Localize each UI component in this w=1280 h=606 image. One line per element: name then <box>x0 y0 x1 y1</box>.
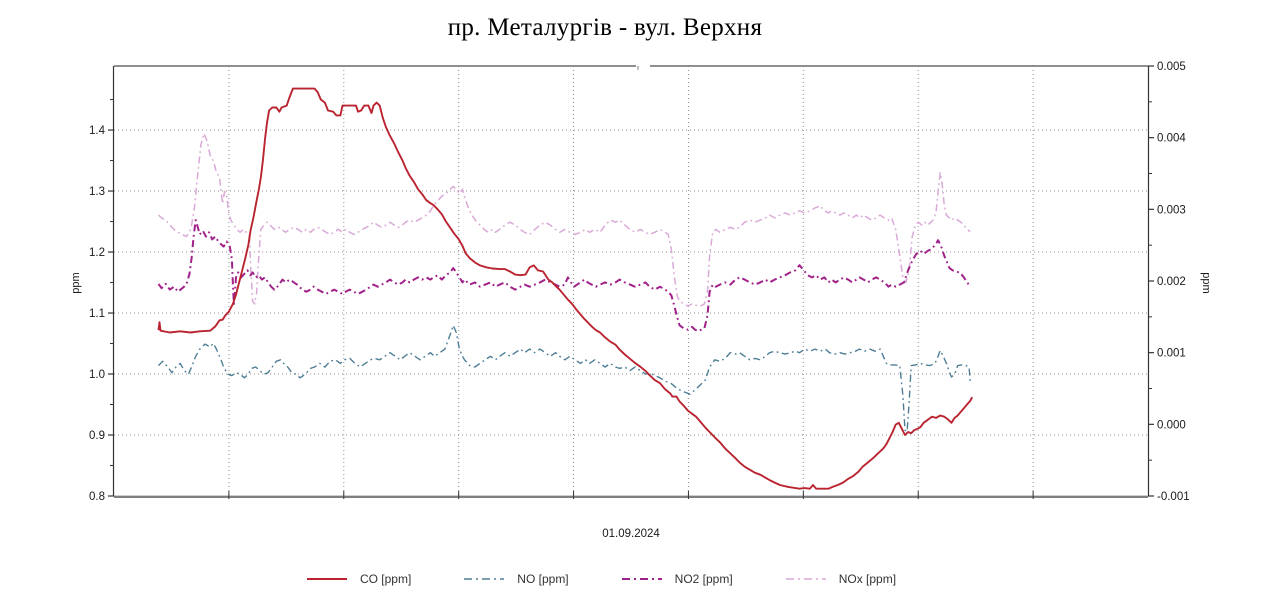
legend-label-no: NO [ppm] <box>517 572 569 586</box>
series-line-no2 <box>157 219 971 333</box>
legend-item-co: CO [ppm] <box>306 572 411 586</box>
legend-label-nox: NOx [ppm] <box>838 572 897 586</box>
legend-swatch-co-line <box>306 578 347 580</box>
legend-item-nox: NOx [ppm] <box>785 572 896 586</box>
page-title: пр. Металургів - вул. Верхня <box>447 14 763 41</box>
right-tick-label: 0.001 <box>1157 348 1186 360</box>
right-tick-label: -0.001 <box>1157 491 1190 503</box>
left-axis-title: ppm <box>70 272 82 293</box>
right-tick-label: 0.005 <box>1157 61 1186 73</box>
left-tick-label: 1.3 <box>89 186 105 198</box>
left-tick-label: 1.0 <box>89 369 105 381</box>
left-tick-label: 0.9 <box>89 430 105 442</box>
right-tick-label: 0.004 <box>1157 133 1186 145</box>
right-tick-label: 0.002 <box>1157 276 1186 288</box>
left-tick-label: 1.1 <box>89 308 105 320</box>
legend-label-co: CO [ppm] <box>359 572 412 586</box>
legend-label-no2: NO2 [ppm] <box>674 572 733 586</box>
right-axis-title: ppm <box>1200 272 1212 293</box>
right-tick-label: 0.000 <box>1157 419 1186 431</box>
x-axis-date-label: 01.09.2024 <box>602 528 660 540</box>
left-tick-label: 1.4 <box>89 125 106 137</box>
series-line-no <box>157 324 971 433</box>
left-tick-label: 1.2 <box>89 247 105 259</box>
series-line-co <box>157 87 974 490</box>
left-tick-label: 0.8 <box>89 491 105 503</box>
series-line-nox <box>157 132 971 307</box>
right-tick-label: 0.003 <box>1157 204 1186 216</box>
legend-swatch-no2-line <box>621 578 662 580</box>
legend-swatch-no-line <box>464 578 505 580</box>
legend-item-no: NO [ppm] <box>463 572 569 586</box>
legend: CO [ppm] NO [ppm] NO2 [ppm] NOx [ppm] <box>0 572 1202 586</box>
legend-swatch-nox-line <box>785 578 826 580</box>
legend-item-no2: NO2 [ppm] <box>621 572 733 586</box>
